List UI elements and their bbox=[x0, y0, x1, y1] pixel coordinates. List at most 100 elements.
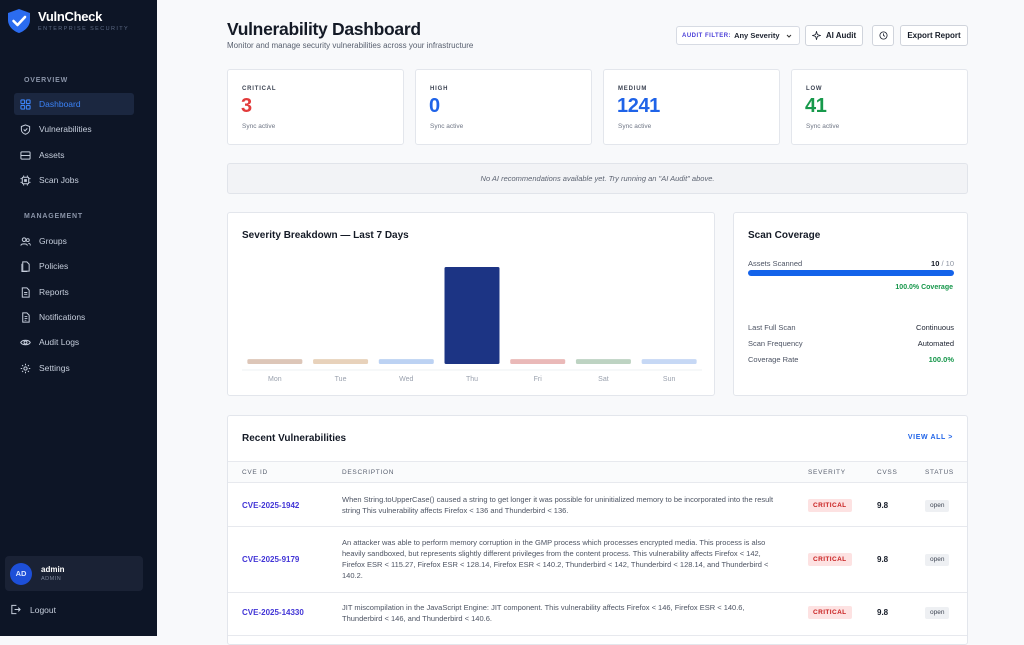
assets-scanned-count: 10 bbox=[931, 259, 940, 268]
sidebar-item-vulnerabilities[interactable]: Vulnerabilities bbox=[14, 118, 134, 140]
clock-icon bbox=[878, 31, 888, 40]
stat-label: CRITICAL bbox=[242, 86, 277, 92]
chart-x-tick-label: Tue bbox=[335, 376, 347, 383]
brand[interactable]: VulnCheck ENTERPRISE SECURITY bbox=[6, 8, 129, 34]
chart-x-tick-label: Sun bbox=[663, 376, 676, 383]
filter-label: AUDIT FILTER: bbox=[682, 32, 732, 39]
coverage-detail-row: Scan Frequency Automated bbox=[748, 339, 954, 348]
status-badge: open bbox=[925, 607, 950, 619]
sidebar-item-groups[interactable]: Groups bbox=[14, 230, 134, 252]
sidebar-item-label: Vulnerabilities bbox=[39, 124, 92, 134]
sparkle-icon bbox=[811, 31, 821, 40]
chevron-down-icon bbox=[786, 34, 791, 38]
detail-value: Continuous bbox=[916, 323, 954, 332]
table-header: CVE ID DESCRIPTION SEVERITY CVSS STATUS bbox=[228, 461, 967, 483]
vuln-description: JIT miscompilation in the JavaScript Eng… bbox=[342, 603, 745, 623]
stat-card-high: HIGH 0 Sync active bbox=[415, 69, 592, 145]
dashboard-icon bbox=[20, 98, 31, 110]
sidebar-item-label: Scan Jobs bbox=[39, 175, 79, 185]
coverage-detail-row: Coverage Rate 100.0% bbox=[748, 355, 954, 364]
sidebar-item-label: Reports bbox=[39, 287, 69, 297]
table-row[interactable]: CVE-2025-14330 JIT miscompilation in the… bbox=[228, 593, 967, 636]
audit-filter-select[interactable]: AUDIT FILTER: Any Severity bbox=[676, 26, 800, 45]
stat-value: 3 bbox=[241, 95, 252, 117]
severity-badge: CRITICAL bbox=[808, 553, 852, 566]
chart-bar-sun[interactable] bbox=[641, 359, 697, 364]
chart-bar-fri[interactable] bbox=[510, 359, 566, 364]
cpu-icon bbox=[20, 174, 31, 186]
chart-bar-wed[interactable] bbox=[378, 359, 434, 364]
severity-badge: CRITICAL bbox=[808, 499, 852, 512]
stat-sync-status: Sync active bbox=[618, 123, 652, 130]
gear-icon bbox=[20, 363, 31, 373]
table-row[interactable]: CVE-2025-9179 An attacker was able to pe… bbox=[228, 527, 967, 593]
bell-icon bbox=[22, 311, 30, 323]
vuln-description: When String.toUpperCase() caused a strin… bbox=[342, 495, 774, 515]
severity-bar-chart: Mon Tue Wed Thu Fri Sat Sun bbox=[242, 267, 702, 383]
stat-card-low: LOW 41 Sync active bbox=[791, 69, 968, 145]
vuln-description: An attacker was able to perform memory c… bbox=[342, 538, 769, 580]
logout-icon bbox=[11, 604, 21, 615]
cvss-score: 9.8 bbox=[877, 555, 889, 564]
filter-value: Any Severity bbox=[734, 31, 780, 40]
chart-bar-thu[interactable] bbox=[444, 267, 500, 364]
user-card[interactable]: AD admin ADMIN bbox=[5, 556, 143, 591]
view-all-link[interactable]: VIEW ALL > bbox=[907, 434, 953, 441]
avatar: AD bbox=[10, 562, 32, 585]
user-role: ADMIN bbox=[41, 576, 62, 582]
users-icon bbox=[20, 236, 31, 246]
column-header[interactable]: CVE ID bbox=[242, 469, 268, 476]
user-name: admin bbox=[41, 565, 65, 574]
chart-bar-mon[interactable] bbox=[247, 359, 303, 364]
detail-value: 100.0% bbox=[928, 355, 954, 364]
chart-bar-tue[interactable] bbox=[313, 359, 369, 364]
chart-x-tick-label: Mon bbox=[268, 376, 282, 383]
chart-x-tick-label: Fri bbox=[534, 376, 543, 383]
coverage-progress-bar bbox=[748, 270, 954, 276]
export-report-button[interactable]: Export Report bbox=[900, 25, 968, 46]
overview-section-label: OVERVIEW bbox=[24, 77, 69, 84]
chart-title: Severity Breakdown — Last 7 Days bbox=[242, 230, 409, 241]
coverage-title: Scan Coverage bbox=[748, 230, 821, 241]
brand-tagline: ENTERPRISE SECURITY bbox=[38, 26, 130, 32]
logout-label: Logout bbox=[30, 604, 56, 615]
column-header[interactable]: CVSS bbox=[877, 469, 898, 476]
history-button[interactable] bbox=[872, 25, 894, 46]
status-badge: open bbox=[925, 500, 950, 512]
eye-icon bbox=[20, 339, 31, 345]
sidebar-item-label: Groups bbox=[39, 236, 67, 246]
sidebar-item-settings[interactable]: Settings bbox=[14, 357, 134, 379]
sidebar-item-audit-logs[interactable]: Audit Logs bbox=[14, 331, 134, 353]
recent-title: Recent Vulnerabilities bbox=[242, 433, 347, 444]
severity-badge: CRITICAL bbox=[808, 606, 852, 619]
column-header[interactable]: STATUS bbox=[925, 469, 954, 476]
assets-total: / 10 bbox=[941, 259, 954, 268]
sidebar-item-notifications[interactable]: Notifications bbox=[14, 306, 134, 328]
sidebar-item-reports[interactable]: Reports bbox=[14, 281, 134, 303]
stat-value: 1241 bbox=[617, 95, 660, 117]
assets-scanned-label: Assets Scanned bbox=[748, 259, 803, 268]
cve-id-link[interactable]: CVE-2025-14330 bbox=[242, 608, 304, 617]
sidebar-item-policies[interactable]: Policies bbox=[14, 255, 134, 277]
cve-id-link[interactable]: CVE-2025-1942 bbox=[242, 501, 300, 510]
logout-button[interactable]: Logout bbox=[10, 604, 56, 615]
ai-recommendations-notice: No AI recommendations available yet. Try… bbox=[227, 163, 968, 194]
ai-notice-text: No AI recommendations available yet. Try… bbox=[480, 174, 715, 183]
cvss-score: 9.8 bbox=[877, 501, 889, 510]
ai-audit-button[interactable]: AI Audit bbox=[805, 25, 863, 46]
cve-id-link[interactable]: CVE-2025-9179 bbox=[242, 555, 300, 564]
sidebar-item-label: Dashboard bbox=[39, 99, 81, 109]
severity-chart-card: Severity Breakdown — Last 7 Days Mon Tue W… bbox=[227, 212, 715, 396]
report-icon bbox=[21, 286, 30, 298]
column-header[interactable]: SEVERITY bbox=[808, 469, 846, 476]
stat-sync-status: Sync active bbox=[242, 123, 276, 130]
sidebar-item-scan-jobs[interactable]: Scan Jobs bbox=[14, 169, 134, 191]
sidebar-item-assets[interactable]: Assets bbox=[14, 144, 134, 166]
chart-bar-sat[interactable] bbox=[575, 359, 631, 364]
table-row[interactable]: CVE-2025-1942 When String.toUpperCase() … bbox=[228, 484, 967, 527]
sidebar-item-dashboard[interactable]: Dashboard bbox=[14, 93, 134, 115]
chart-x-tick-label: Wed bbox=[399, 376, 413, 383]
column-header[interactable]: DESCRIPTION bbox=[342, 469, 395, 476]
detail-label: Last Full Scan bbox=[748, 323, 796, 332]
recent-vulnerabilities-card: Recent Vulnerabilities VIEW ALL > CVE ID… bbox=[227, 415, 968, 645]
